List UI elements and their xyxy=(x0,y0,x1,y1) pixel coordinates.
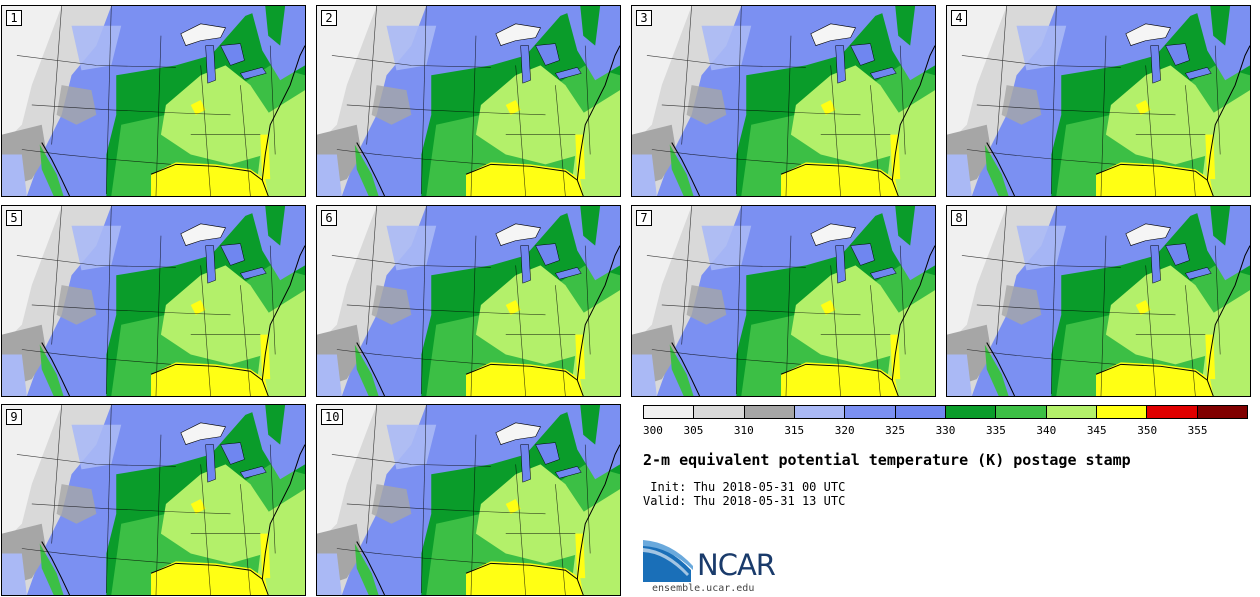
map-field xyxy=(632,6,935,196)
panel-label: 4 xyxy=(951,10,967,26)
map-panel-6: 6 xyxy=(316,205,621,397)
colorbar-tick-label: 350 xyxy=(1137,424,1158,437)
colorbar-tick-label: 345 xyxy=(1086,424,1107,437)
colorbar-ticks: 300 305 310 315 320 325 330 335 340 345 350 355 xyxy=(643,424,1248,438)
colorbar-tick-label: 355 xyxy=(1187,424,1208,437)
panel-label: 8 xyxy=(951,210,967,226)
colorbar xyxy=(643,405,1248,419)
colorbar-tick-label: 315 xyxy=(784,424,805,437)
map-panel-2: 2 xyxy=(316,5,621,197)
map-panel-7: 7 xyxy=(631,205,936,397)
valid-time: Valid: Thu 2018-05-31 13 UTC xyxy=(643,494,846,508)
site-url: ensemble.ucar.edu xyxy=(652,583,755,594)
map-panel-5: 5 xyxy=(1,205,306,397)
panel-label: 3 xyxy=(636,10,652,26)
panel-label: 6 xyxy=(321,210,337,226)
colorbar-tick-label: 325 xyxy=(885,424,906,437)
map-field xyxy=(947,6,1250,196)
colorbar-segment xyxy=(1147,406,1198,418)
panel-label: 7 xyxy=(636,210,652,226)
colorbar-segment xyxy=(794,406,846,418)
panel-label: 10 xyxy=(321,409,344,425)
colorbar-tick-label: 305 xyxy=(683,424,704,437)
colorbar-tick-label: 330 xyxy=(935,424,956,437)
ncar-logo-icon xyxy=(643,540,693,582)
colorbar-segment xyxy=(945,406,997,418)
colorbar-segment xyxy=(644,406,695,418)
map-field xyxy=(2,6,305,196)
colorbar-segment xyxy=(996,406,1047,418)
map-field xyxy=(317,405,620,595)
colorbar-tick-label: 320 xyxy=(834,424,855,437)
map-field xyxy=(317,206,620,396)
panel-label: 9 xyxy=(6,409,22,425)
map-panel-9: 9 xyxy=(1,404,306,596)
colorbar-tick-label: 335 xyxy=(985,424,1006,437)
colorbar-tick-label: 300 xyxy=(643,424,663,437)
colorbar-tick-label: 310 xyxy=(733,424,754,437)
init-time: Init: Thu 2018-05-31 00 UTC xyxy=(643,480,846,494)
colorbar-segment xyxy=(744,406,795,418)
map-panel-1: 1 xyxy=(1,5,306,197)
map-field xyxy=(947,206,1250,396)
colorbar-segment xyxy=(694,406,745,418)
colorbar-segment xyxy=(845,406,896,418)
chart-title: 2-m equivalent potential temperature (K)… xyxy=(643,451,1131,469)
colorbar-segment xyxy=(895,406,946,418)
map-field xyxy=(632,206,935,396)
map-panel-10: 10 xyxy=(316,404,621,596)
map-field xyxy=(2,206,305,396)
panel-label: 5 xyxy=(6,210,22,226)
panel-label: 1 xyxy=(6,10,22,26)
colorbar-tick-label: 340 xyxy=(1036,424,1057,437)
ncar-logo-text: NCAR xyxy=(697,548,776,582)
colorbar-segment xyxy=(1046,406,1097,418)
map-panel-8: 8 xyxy=(946,205,1251,397)
map-field xyxy=(317,6,620,196)
map-panel-4: 4 xyxy=(946,5,1251,197)
colorbar-segment xyxy=(1197,406,1247,418)
map-panel-3: 3 xyxy=(631,5,936,197)
colorbar-segment xyxy=(1096,406,1148,418)
panel-label: 2 xyxy=(321,10,337,26)
map-field xyxy=(2,405,305,595)
